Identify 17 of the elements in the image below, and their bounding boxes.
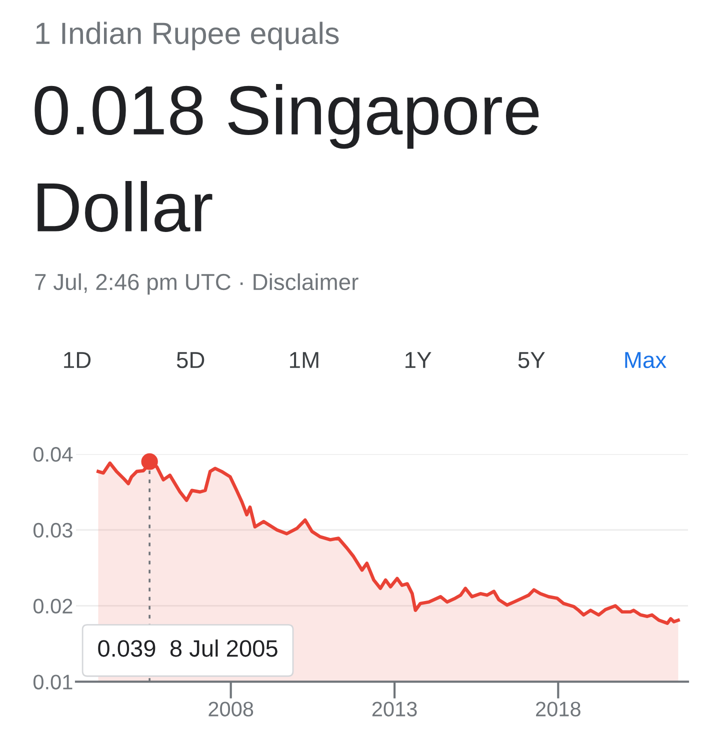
annotation: 0.039 8 Jul 2005 <box>98 639 278 657</box>
y-tick-label: 0.03 <box>33 522 72 538</box>
x-tick-label: 2013 <box>372 702 417 716</box>
text: 7 Jul, 2:46 pm UTC · Disclaimer <box>35 273 358 295</box>
y-tick-label: 0.01 <box>33 674 72 690</box>
text: 1D <box>64 352 91 368</box>
text: 5Y <box>518 352 545 368</box>
chart-subtitle: 1 Indian Rupee equals <box>36 22 339 50</box>
text: 1M <box>290 352 318 368</box>
y-tick-label: 0.02 <box>33 598 72 614</box>
x-tick-label: 2008 <box>208 702 254 716</box>
y-tick-label: 0.04 <box>33 447 73 462</box>
text: Max <box>625 352 666 368</box>
text: 1Y <box>406 352 432 368</box>
x-tick-label: 2018 <box>536 702 580 716</box>
chart-title: 0.018 Singapore Dollar <box>34 84 539 232</box>
text: 5D <box>176 352 204 368</box>
